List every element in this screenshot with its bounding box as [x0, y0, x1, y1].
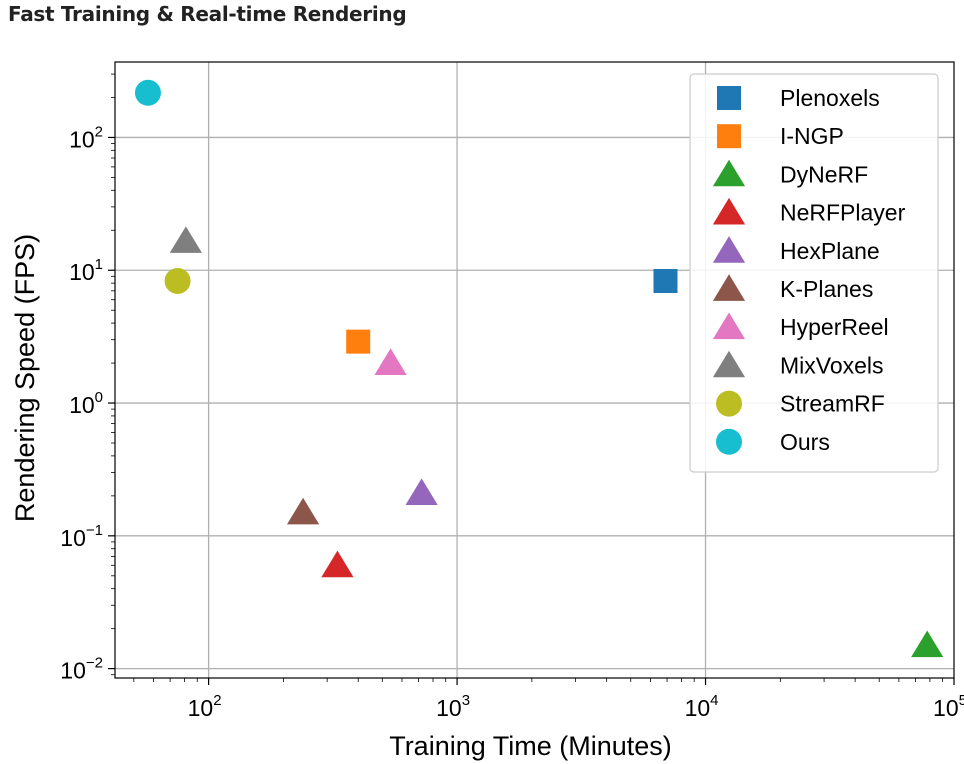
y-tick-label: 102 [69, 123, 103, 152]
y-tick-label: 100 [69, 389, 103, 418]
legend-label-mixvoxels: MixVoxels [780, 352, 884, 378]
legend-label-dynerf: DyNeRF [780, 161, 868, 187]
data-point-hexplane [405, 478, 438, 505]
data-point-plenoxels [653, 268, 678, 293]
data-point-mixvoxels [169, 226, 202, 253]
x-tick-label: 102 [188, 692, 222, 721]
legend-label-hyperreel: HyperReel [780, 314, 889, 340]
legend-marker-ours [716, 428, 742, 455]
data-point-dynerf [911, 630, 944, 658]
legend-label-nerfplayer: NeRFPlayer [780, 200, 906, 226]
data-point-i-ngp [346, 329, 371, 354]
legend-marker-hexplane [712, 236, 746, 263]
legend-marker-streamrf [716, 390, 742, 417]
y-tick-label: 101 [69, 256, 103, 285]
legend-label-i-ngp: I-NGP [780, 123, 844, 149]
axis-ticks: 102 103 104 105 102 101 100 10−1 10−2 [60, 73, 964, 721]
data-point-streamrf [164, 267, 191, 294]
legend: Plenoxels I-NGP DyNeRF NeRFPlayer HexPlane K-… [689, 73, 939, 473]
x-axis-label: Training Time (Minutes) [389, 731, 672, 761]
legend-marker-nerfplayer [712, 197, 746, 225]
data-point-nerfplayer [321, 550, 354, 578]
data-point-hyperreel [374, 348, 407, 375]
data-points [134, 79, 944, 658]
x-tick-label: 104 [685, 692, 719, 721]
legend-box [689, 73, 939, 473]
legend-marker-plenoxels [717, 86, 741, 110]
legend-marker-hyperreel [712, 312, 746, 340]
y-axis-label: Rendering Speed (FPS) [10, 234, 40, 522]
legend-label-k-planes: K-Planes [780, 276, 873, 302]
y-tick-label: 10−2 [60, 655, 103, 684]
legend-marker-mixvoxels [712, 350, 746, 378]
x-tick-label: 103 [436, 692, 470, 721]
legend-label-hexplane: HexPlane [780, 238, 880, 264]
x-tick-label: 105 [933, 692, 964, 721]
legend-marker-k-planes [712, 274, 746, 301]
plot-frame [114, 61, 955, 679]
legend-label-plenoxels: Plenoxels [780, 85, 880, 111]
legend-marker-i-ngp [717, 124, 741, 149]
legend-label-ours: Ours [780, 429, 830, 455]
y-tick-label: 10−1 [60, 522, 103, 551]
legend-label-streamrf: StreamRF [780, 391, 885, 417]
data-point-k-planes [286, 497, 320, 525]
legend-marker-dynerf [712, 159, 746, 187]
page-title: Fast Training & Real-time Rendering [8, 2, 407, 26]
data-point-ours [134, 79, 161, 106]
